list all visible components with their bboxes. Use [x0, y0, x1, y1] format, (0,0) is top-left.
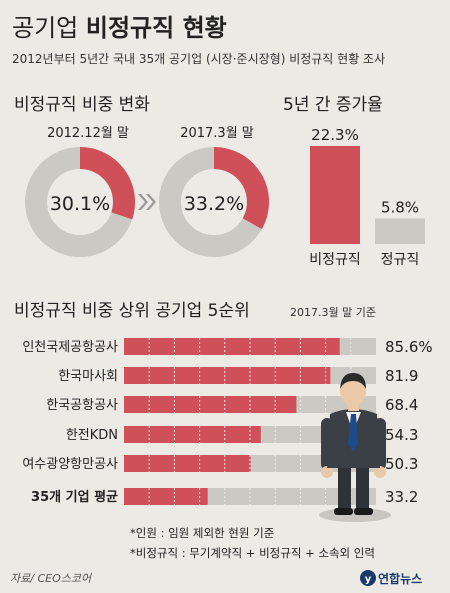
- bar-fill: [124, 338, 340, 355]
- businessman-illustration: [319, 373, 391, 522]
- growth-bar: [375, 218, 425, 244]
- bar-value-label: 33.2: [385, 488, 418, 506]
- ranking-section-title: 비정규직 비중 상위 공기업 5순위: [14, 301, 250, 321]
- bar-fill: [124, 396, 297, 413]
- bar-value-label: 68.4: [385, 396, 418, 414]
- source-text: 자료/ CEO스코어: [10, 572, 93, 585]
- bar-category-label: 인천국제공항공사: [22, 340, 118, 355]
- bar-fill: [124, 455, 251, 472]
- bar-value-label: 85.6%: [385, 338, 433, 356]
- page-subtitle: 2012년부터 5년간 국내 35개 공기업 (시장·준시장형) 비정규직 현황…: [12, 52, 386, 66]
- bar-value-label: 81.9: [385, 367, 418, 385]
- ranking-note: 2017.3월 말 기준: [290, 306, 376, 319]
- bar-category-label: 여수광양항만공사: [22, 457, 118, 472]
- title-light: 공기업: [12, 14, 79, 42]
- page-title: 공기업 비정규직 현황: [12, 8, 227, 43]
- footnote-1: *인원 : 임원 제외한 현원 기준: [130, 526, 274, 540]
- growth-bar: [310, 146, 360, 244]
- svg-text:y: y: [365, 574, 372, 585]
- yonhap-logo: y 연합뉴스: [360, 570, 422, 586]
- donut-chart-2012: 30.1%: [25, 147, 135, 257]
- growth-category-label: 정규직: [381, 252, 420, 268]
- footnote-2: *비정규직 : 무기계약직 + 비정규직 + 소속외 인력: [130, 546, 375, 560]
- growth-value-label: 22.3%: [311, 126, 359, 144]
- growth-bar-chart: 22.3% 비정규직 5.8% 정규직: [309, 126, 425, 268]
- bar-value-label: 50.3: [385, 455, 418, 473]
- donut-slice: [213, 147, 269, 230]
- bar-category-label: 35개 기업 평균: [31, 489, 118, 505]
- donut-slice: [79, 147, 135, 220]
- donut-1-label: 2012.12월 말: [47, 126, 129, 141]
- donut-value-label: 33.2%: [184, 193, 244, 215]
- donut-2-label: 2017.3월 말: [180, 126, 254, 141]
- growth-value-label: 5.8%: [381, 199, 419, 217]
- bar-category-label: 한국공항공사: [46, 398, 118, 413]
- bar-fill: [124, 426, 261, 443]
- bar-fill: [124, 488, 208, 505]
- arrow-icon: [138, 194, 156, 210]
- bar-value-label: 54.3: [385, 426, 418, 444]
- donut-value-label: 30.1%: [50, 193, 110, 215]
- title-bold: 비정규직 현황: [85, 14, 227, 42]
- bar-fill: [124, 367, 331, 384]
- bar-category-label: 한전KDN: [66, 428, 118, 443]
- donut-chart-2017: 33.2%: [159, 147, 269, 257]
- ranking-bar-chart: 인천국제공항공사 85.6% 한국마사회 81.9 한국공항공사 68.4 한전KDN 54.…: [22, 338, 433, 506]
- bar-category-label: 한국마사회: [58, 369, 118, 384]
- logo-text: 연합뉴스: [378, 571, 422, 586]
- donut-section-title: 비정규직 비중 변화: [14, 95, 150, 115]
- growth-category-label: 비정규직: [309, 252, 361, 268]
- growth-section-title: 5년 간 증가율: [283, 95, 383, 115]
